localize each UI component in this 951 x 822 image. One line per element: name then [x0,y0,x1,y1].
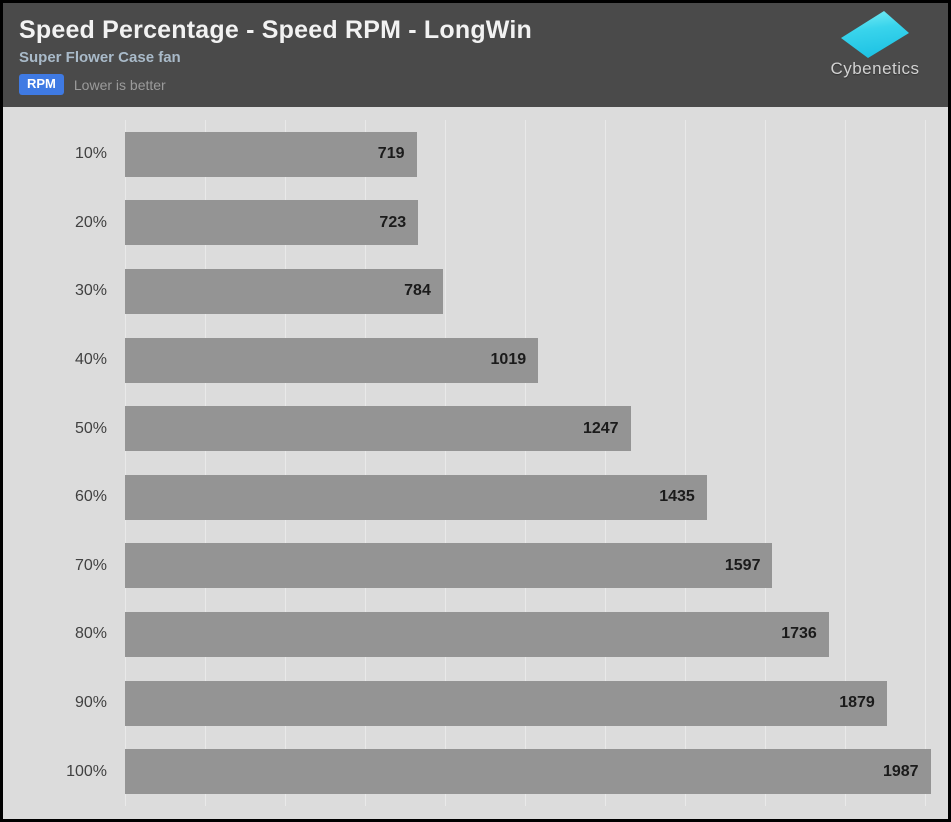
brand-name: Cybenetics [830,59,920,78]
category-label: 90% [74,694,107,712]
gridline [605,120,606,806]
bar-row: 10% 719 [75,120,946,189]
note-lower-is-better: Lower is better [73,76,166,93]
chart-subtitle: Super Flower Case fan [19,49,181,66]
bar: 784 [125,268,443,314]
chart-header: Speed Percentage - Speed RPM - LongWin S… [3,3,948,107]
bar-row: 100% 1987 [66,737,946,806]
bar-row: 30% 784 [75,257,946,326]
value-label: 723 [379,213,407,231]
brand-logo: Cybenetics [816,8,934,79]
value-label: 1435 [659,488,695,506]
value-label: 1736 [781,625,817,643]
chart-title: Speed Percentage - Speed RPM - LongWin [19,16,532,44]
bar-chart: 10% 719 20% 723 30% 784 40% 1019 50% 1247 60% 1435 7… [3,107,948,819]
category-label: 50% [74,419,107,437]
cybenetics-logo-icon [841,11,909,58]
gridline [765,120,766,806]
gridline [525,120,526,806]
category-label: 30% [74,282,107,300]
bar: 1247 [125,406,631,452]
category-label: 60% [74,488,107,506]
bar-row: 80% 1736 [75,600,946,669]
unit-row: RPM Lower is better [19,74,932,95]
gridline [285,120,286,806]
category-label: 40% [74,351,107,369]
value-label: 719 [377,145,405,163]
bar: 1597 [125,543,773,589]
bar-row: 20% 723 [75,189,946,258]
value-label: 1247 [582,419,619,437]
category-label: 10% [74,145,107,163]
bar: 1019 [125,337,539,383]
gridline [925,120,926,806]
bar-row: 40% 1019 [75,326,946,395]
bar: 723 [125,200,419,246]
plot-area: 10% 719 20% 723 30% 784 40% 1019 50% 1247 60% 1435 7… [66,120,946,806]
value-label: 784 [404,282,431,300]
category-label: 80% [74,625,107,643]
gridline [205,120,206,806]
bar: 719 [125,131,417,177]
category-label: 20% [74,213,107,231]
bar-row: 50% 1247 [75,394,946,463]
bar: 1736 [125,611,829,657]
bar-row: 90% 1879 [75,669,946,738]
category-label: 100% [66,762,107,780]
gridline [445,120,446,806]
bar-row: 60% 1435 [75,463,946,532]
gridline [845,120,846,806]
gridline [365,120,366,806]
value-label: 1987 [882,762,919,780]
value-label: 1597 [724,556,761,574]
unit-badge: RPM [19,74,64,95]
bar-row: 70% 1597 [75,532,946,601]
gridline [685,120,686,806]
value-label: 1019 [490,351,527,369]
bar: 1879 [125,680,887,726]
value-label: 1879 [839,694,875,712]
bar: 1435 [125,474,707,520]
bar: 1987 [125,749,931,795]
category-label: 70% [74,556,107,574]
bar-rows: 10% 719 20% 723 30% 784 40% 1019 50% 1247 60% 1435 7… [66,120,946,806]
gridline [125,120,126,806]
